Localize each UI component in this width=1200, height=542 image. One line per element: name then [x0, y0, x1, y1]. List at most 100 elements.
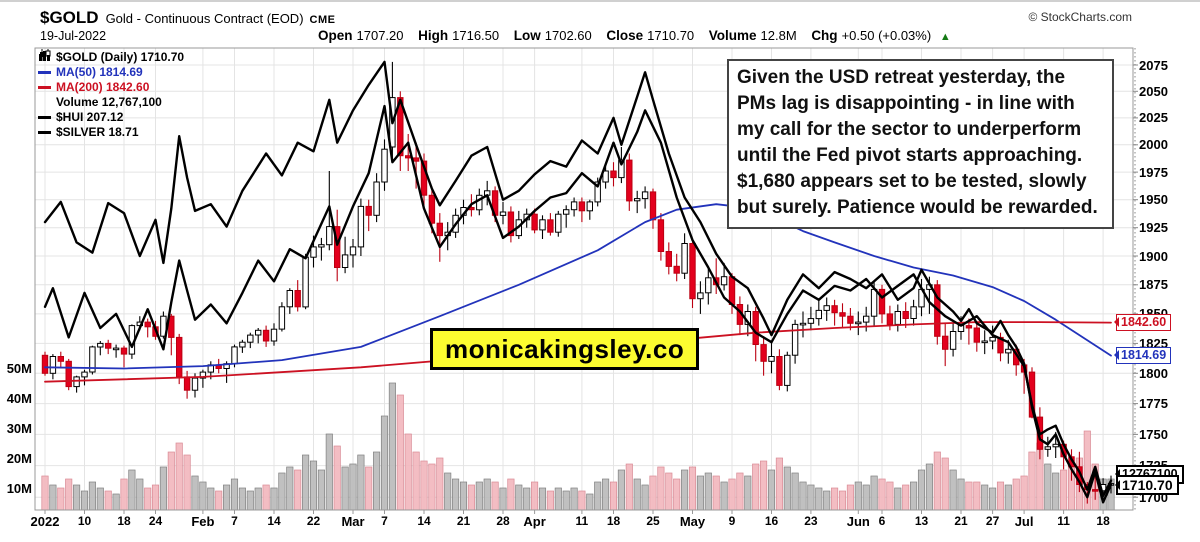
- low-value: 1702.60: [544, 28, 592, 43]
- volume-bar: [136, 478, 144, 511]
- volume-bar: [333, 445, 341, 511]
- volume-bar: [633, 478, 641, 511]
- candle-body: [247, 334, 254, 343]
- candle-body: [839, 312, 846, 317]
- candle-body: [357, 205, 365, 248]
- volume-bar: [199, 481, 207, 511]
- volume-bar: [973, 481, 981, 511]
- volume-bar: [357, 454, 365, 511]
- price-axis-label: 1950: [1139, 192, 1168, 208]
- date-axis-label: Feb: [191, 514, 215, 529]
- volume-bar: [720, 481, 728, 511]
- candle-body: [894, 311, 901, 325]
- volume-bar: [112, 493, 120, 511]
- candle-body: [112, 347, 120, 351]
- volume-bar: [388, 382, 396, 511]
- volume-bar: [309, 460, 318, 511]
- legend-item-label: $GOLD (Daily) 1710.70: [56, 49, 185, 64]
- open-label: Open: [318, 28, 353, 43]
- volume-bar: [570, 487, 578, 511]
- candle-body: [428, 194, 436, 224]
- price-axis-label: 1975: [1139, 164, 1168, 180]
- candle-body: [641, 191, 649, 200]
- volume-bar: [531, 481, 539, 511]
- candle-body: [776, 356, 783, 386]
- volume-bar: [736, 472, 744, 511]
- line-dash-icon: [38, 80, 54, 94]
- annotation-text-box: Given the USD retreat yesterday, the PMs…: [727, 59, 1114, 229]
- volume-bar: [215, 490, 223, 511]
- date-axis-label: 25: [646, 514, 660, 528]
- volume-bar: [491, 481, 499, 511]
- volume-bar: [104, 490, 112, 511]
- candle-body: [412, 157, 420, 162]
- candle-body: [863, 315, 870, 323]
- volume-bar: [302, 454, 310, 511]
- candle-body: [981, 340, 988, 344]
- volume-bar: [941, 457, 949, 511]
- candle-body: [831, 305, 838, 314]
- volume-bar: [507, 478, 515, 511]
- volume-bar: [483, 478, 491, 511]
- candle-body: [665, 251, 672, 267]
- volume-bar: [286, 466, 294, 511]
- candle-body: [728, 276, 736, 306]
- price-axis-label: 1925: [1139, 220, 1168, 236]
- volume-bar: [246, 490, 254, 511]
- volume-bar: [933, 451, 941, 511]
- price-axis-label: 1775: [1139, 396, 1168, 412]
- date-axis-label: 28: [496, 514, 510, 528]
- volume-bar: [57, 487, 65, 511]
- candle-body: [310, 246, 317, 258]
- volume-bar: [594, 481, 602, 511]
- date-axis-label: 18: [1096, 514, 1110, 528]
- candle-body: [270, 328, 278, 342]
- volume-bar: [396, 394, 404, 511]
- volume-bar: [996, 481, 1005, 511]
- date-axis-label: 18: [117, 514, 131, 528]
- line-dash-icon: [38, 65, 54, 79]
- stockcharts-copyright-link[interactable]: © StockCharts.com: [1028, 10, 1132, 24]
- candle-body: [397, 97, 404, 157]
- chg-label: Chg: [811, 28, 838, 43]
- volume-bar: [317, 469, 325, 511]
- candle-body: [239, 341, 246, 348]
- volume-bar: [886, 481, 894, 511]
- volume-bar: [554, 487, 562, 511]
- volume-bar: [688, 466, 697, 511]
- line-dash-icon: [38, 125, 54, 139]
- volume-bar: [925, 463, 933, 511]
- candle-body: [578, 201, 586, 212]
- candle-body: [302, 256, 309, 308]
- candle-body: [791, 323, 799, 356]
- watermark-badge: monicakingsley.co: [430, 328, 700, 370]
- volume-bar: [586, 493, 594, 511]
- candle-body: [673, 265, 680, 274]
- volume-bar: [791, 472, 799, 511]
- volume-bar: [238, 487, 246, 511]
- close-value: 1710.70: [647, 28, 695, 43]
- volume-bar: [538, 487, 547, 511]
- volume-bar: [183, 454, 191, 511]
- volume-bar: [681, 469, 689, 511]
- volume-axis-label: 30M: [6, 420, 32, 436]
- legend-item: MA(200) 1842.60: [38, 79, 184, 94]
- volume-bar: [49, 484, 57, 511]
- candle-body: [341, 254, 349, 268]
- volume-bar: [602, 478, 610, 511]
- volume-bar: [207, 487, 215, 511]
- volume-bar: [760, 460, 768, 511]
- candle-body: [973, 327, 980, 343]
- chart-title: $GOLD Gold - Continuous Contract (EOD) CME: [40, 8, 335, 28]
- legend-item: Volume 12,767,100: [38, 51, 184, 109]
- volume-bar: [412, 451, 420, 511]
- volume-bar: [120, 478, 128, 511]
- volume-value: 12.8M: [760, 28, 797, 43]
- candle-body: [870, 288, 878, 317]
- volume-bar: [428, 463, 436, 511]
- volume-bar: [902, 484, 910, 511]
- candle-body: [705, 277, 712, 294]
- date-axis-label: 7: [381, 514, 388, 528]
- volume-bar: [230, 478, 239, 511]
